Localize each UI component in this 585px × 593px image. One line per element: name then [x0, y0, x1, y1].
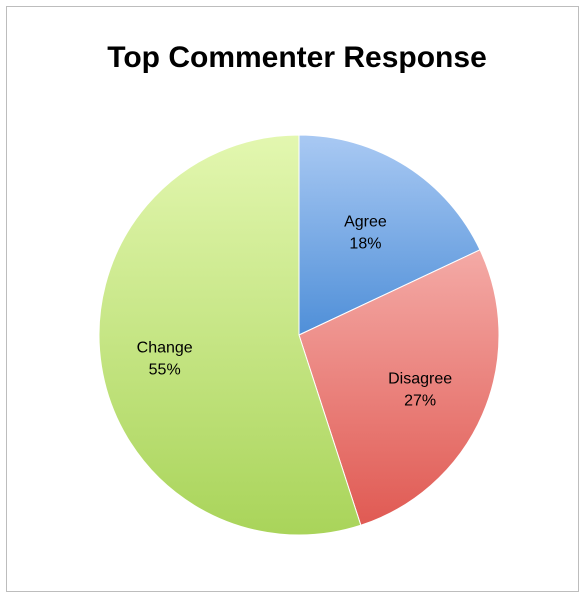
slice-percent-change: 55%: [149, 361, 181, 378]
pie-slice-disagree: [298, 249, 500, 526]
slice-label-agree: Agree: [344, 213, 387, 230]
slice-label-disagree: Disagree: [388, 370, 452, 387]
pie-slice-agree: [298, 134, 481, 336]
chart-title: Top Commenter Response: [107, 41, 487, 74]
slice-percent-disagree: 27%: [404, 392, 436, 409]
slice-percent-agree: 18%: [349, 235, 381, 252]
slice-label-change: Change: [137, 339, 193, 356]
pie-slice-change: [98, 134, 362, 536]
